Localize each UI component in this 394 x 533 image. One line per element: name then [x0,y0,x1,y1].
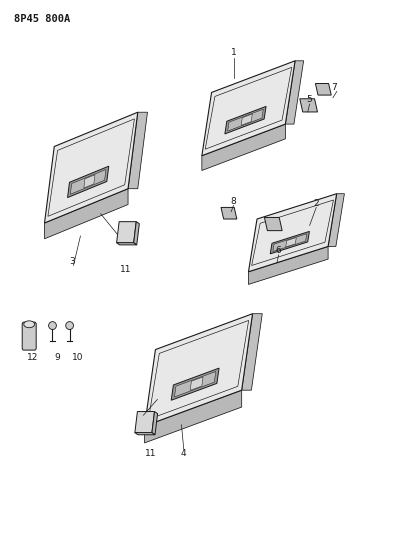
Polygon shape [117,243,137,245]
Polygon shape [286,238,296,247]
Polygon shape [135,433,155,435]
Polygon shape [328,193,344,246]
Polygon shape [117,222,136,243]
Polygon shape [285,61,304,124]
Polygon shape [171,368,219,400]
Polygon shape [152,411,158,435]
Polygon shape [67,166,109,198]
Text: 11: 11 [145,449,156,458]
Text: 9: 9 [54,353,60,362]
Ellipse shape [48,321,56,329]
Text: 10: 10 [72,353,83,362]
Text: 8P45 800A: 8P45 800A [15,14,71,25]
Text: 8: 8 [230,197,236,206]
Polygon shape [45,189,128,239]
Text: 2: 2 [314,199,319,208]
Polygon shape [175,372,216,397]
Polygon shape [273,234,307,252]
Polygon shape [249,246,328,285]
Polygon shape [242,314,262,390]
Polygon shape [249,193,336,272]
Polygon shape [221,207,237,219]
Polygon shape [71,169,106,194]
Text: 7: 7 [332,83,337,92]
Text: 5: 5 [307,95,312,104]
Polygon shape [300,99,318,112]
Polygon shape [202,61,295,156]
Polygon shape [145,390,242,443]
Polygon shape [241,114,252,125]
Polygon shape [270,231,309,254]
Ellipse shape [66,321,73,329]
Polygon shape [134,222,139,245]
Polygon shape [228,109,263,131]
FancyBboxPatch shape [22,322,36,350]
Text: 12: 12 [28,353,39,362]
Polygon shape [225,107,266,134]
Polygon shape [316,84,331,95]
Polygon shape [84,175,95,188]
Polygon shape [45,112,138,223]
Text: 4: 4 [181,449,187,458]
Polygon shape [128,112,147,189]
Ellipse shape [24,321,35,328]
Text: 1: 1 [231,49,237,58]
Text: 3: 3 [69,257,75,266]
Polygon shape [145,314,253,426]
Polygon shape [190,377,203,390]
Text: 6: 6 [276,246,281,255]
Polygon shape [264,217,282,231]
Text: 11: 11 [120,265,131,273]
Polygon shape [135,411,154,433]
Polygon shape [202,124,285,171]
